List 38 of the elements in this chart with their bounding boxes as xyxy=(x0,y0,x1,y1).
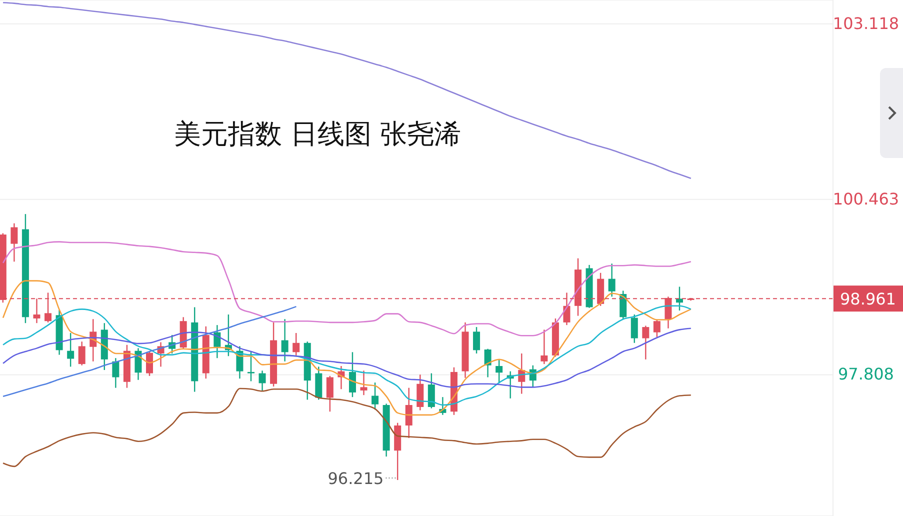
candlestick xyxy=(146,350,153,377)
candlestick xyxy=(348,352,356,398)
candlestick xyxy=(292,332,300,356)
candlestick xyxy=(416,374,424,411)
candlestick xyxy=(360,370,368,396)
candlestick xyxy=(10,222,18,262)
candlestick xyxy=(653,319,660,338)
candlestick xyxy=(608,263,616,298)
candlestick xyxy=(405,387,412,439)
candlestick xyxy=(676,286,683,312)
y-tick-label: 103.118 xyxy=(832,14,900,33)
candlestick xyxy=(496,359,503,384)
candlestick xyxy=(67,332,74,368)
candlestick xyxy=(326,375,334,412)
candlestick xyxy=(630,314,638,344)
y-tick-label: 100.463 xyxy=(832,189,900,208)
line-series xyxy=(2,306,297,398)
candlestick xyxy=(78,340,86,366)
candlestick xyxy=(258,370,266,392)
candlestick xyxy=(214,324,221,359)
y-tick-label: 97.808 xyxy=(838,364,894,384)
annotation: 96.215 xyxy=(328,468,384,488)
candlestick xyxy=(281,318,288,362)
text: 美元指数 日线图 张尧浠 xyxy=(174,118,462,152)
line-series xyxy=(2,2,692,180)
line-series xyxy=(2,328,692,388)
line-series xyxy=(2,388,692,468)
line-series xyxy=(2,241,692,336)
candlestick xyxy=(428,372,435,409)
candlestick xyxy=(372,382,379,410)
candlestick xyxy=(540,329,548,365)
candlestick xyxy=(247,350,254,382)
candlestick xyxy=(620,290,627,320)
ref-line-label: 98.961 xyxy=(840,290,896,309)
candlestick xyxy=(484,348,492,378)
candlestick xyxy=(642,325,650,360)
candlestick xyxy=(112,357,120,388)
candlestick xyxy=(473,326,480,354)
